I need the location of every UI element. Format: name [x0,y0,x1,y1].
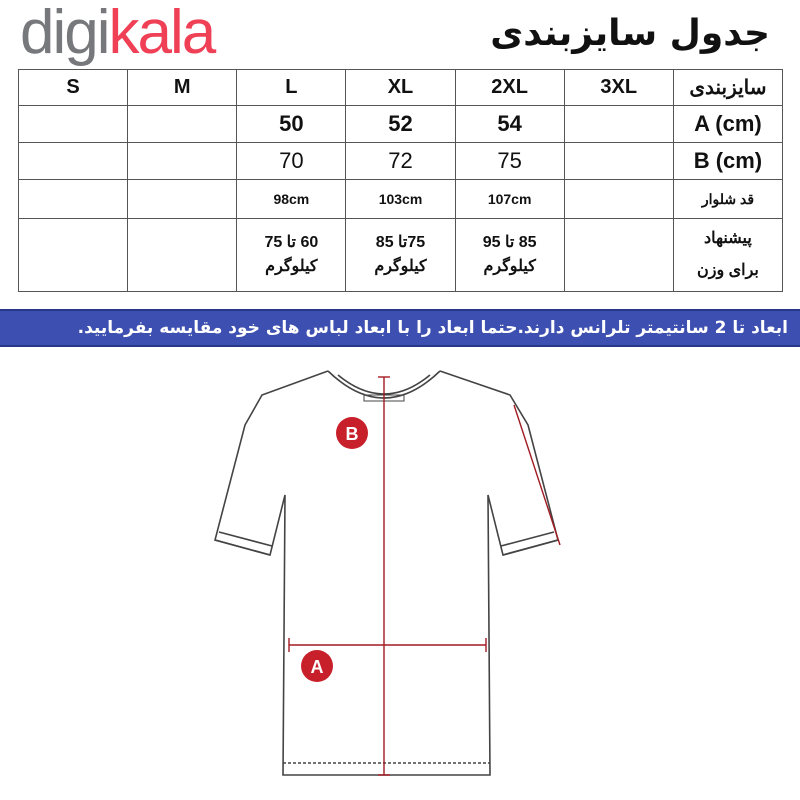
digikala-logo: digikala [20,0,217,67]
cell [17,105,129,143]
cell [17,142,129,180]
cell: 103cm [345,179,456,219]
cell: 75 [454,142,565,180]
cell: 70 [236,142,347,180]
cell [563,179,674,219]
cell: 54 [454,105,565,143]
cell: 85 تا 95 کیلوگرم [454,218,565,292]
weight-range: 60 تا 75 [264,234,319,251]
row-label: پیشنهاد برای وزن [672,218,784,292]
size-3xl: 3XL [563,69,674,106]
size-m: M [127,69,238,106]
tshirt-diagram: B A [214,370,561,776]
size-table: S M L XL 2XL 3XL سایزبندی 50 52 54 A (cm… [17,69,784,292]
row-label: A (cm) [672,105,784,143]
row-label-line1: پیشنهاد [704,230,752,247]
marker-b-circle [336,417,368,449]
logo-kala: kala [108,0,217,67]
cell [127,218,238,292]
row-label: B (cm) [672,142,784,180]
table-row-a: 50 52 54 A (cm) [17,105,784,143]
weight-unit: کیلوگرم [483,258,536,275]
size-l: L [236,69,347,106]
marker-a-label: A [311,657,324,677]
cell: 75تا 85 کیلوگرم [345,218,456,292]
marker-b: B [336,417,368,449]
measure-lines [288,376,561,776]
size-xl: XL [345,69,456,106]
cell: 50 [236,105,347,143]
table-row-b: 70 72 75 B (cm) [17,142,784,180]
marker-a-circle [301,650,333,682]
table-row-weight: 60 تا 75 کیلوگرم 75تا 85 کیلوگرم 85 تا 95 ک… [17,218,784,292]
weight-unit: کیلوگرم [374,258,427,275]
cell: 107cm [454,179,565,219]
size-s: S [17,69,129,106]
cell [127,179,238,219]
cell: 52 [345,105,456,143]
row-label-line2: برای وزن [696,262,759,279]
cell [127,105,238,143]
header-label: سایزبندی [672,69,784,106]
row-label: قد شلوار [672,179,784,219]
table-row-pants-length: 98cm 103cm 107cm قد شلوار [17,179,784,219]
marker-a: A [301,650,333,682]
size-2xl: 2XL [454,69,565,106]
cell [563,142,674,180]
cell [127,142,238,180]
page-title: جدول سایزبندی [490,13,770,54]
cell [17,218,129,292]
tshirt-outline [214,370,559,776]
marker-b-label: B [346,424,359,444]
tolerance-banner: ابعاد تا 2 سانتیمتر تلرانس دارند.حتما اب… [0,309,800,347]
cell: 98cm [236,179,347,219]
cell [563,105,674,143]
cell: 72 [345,142,456,180]
cell [17,179,129,219]
cell: 60 تا 75 کیلوگرم [236,218,347,292]
weight-unit: کیلوگرم [265,258,318,275]
weight-range: 75تا 85 [375,234,426,251]
logo-digi: digi [20,0,111,67]
cell [563,218,674,292]
weight-range: 85 تا 95 [482,234,537,251]
table-header-row: S M L XL 2XL 3XL سایزبندی [17,69,784,106]
